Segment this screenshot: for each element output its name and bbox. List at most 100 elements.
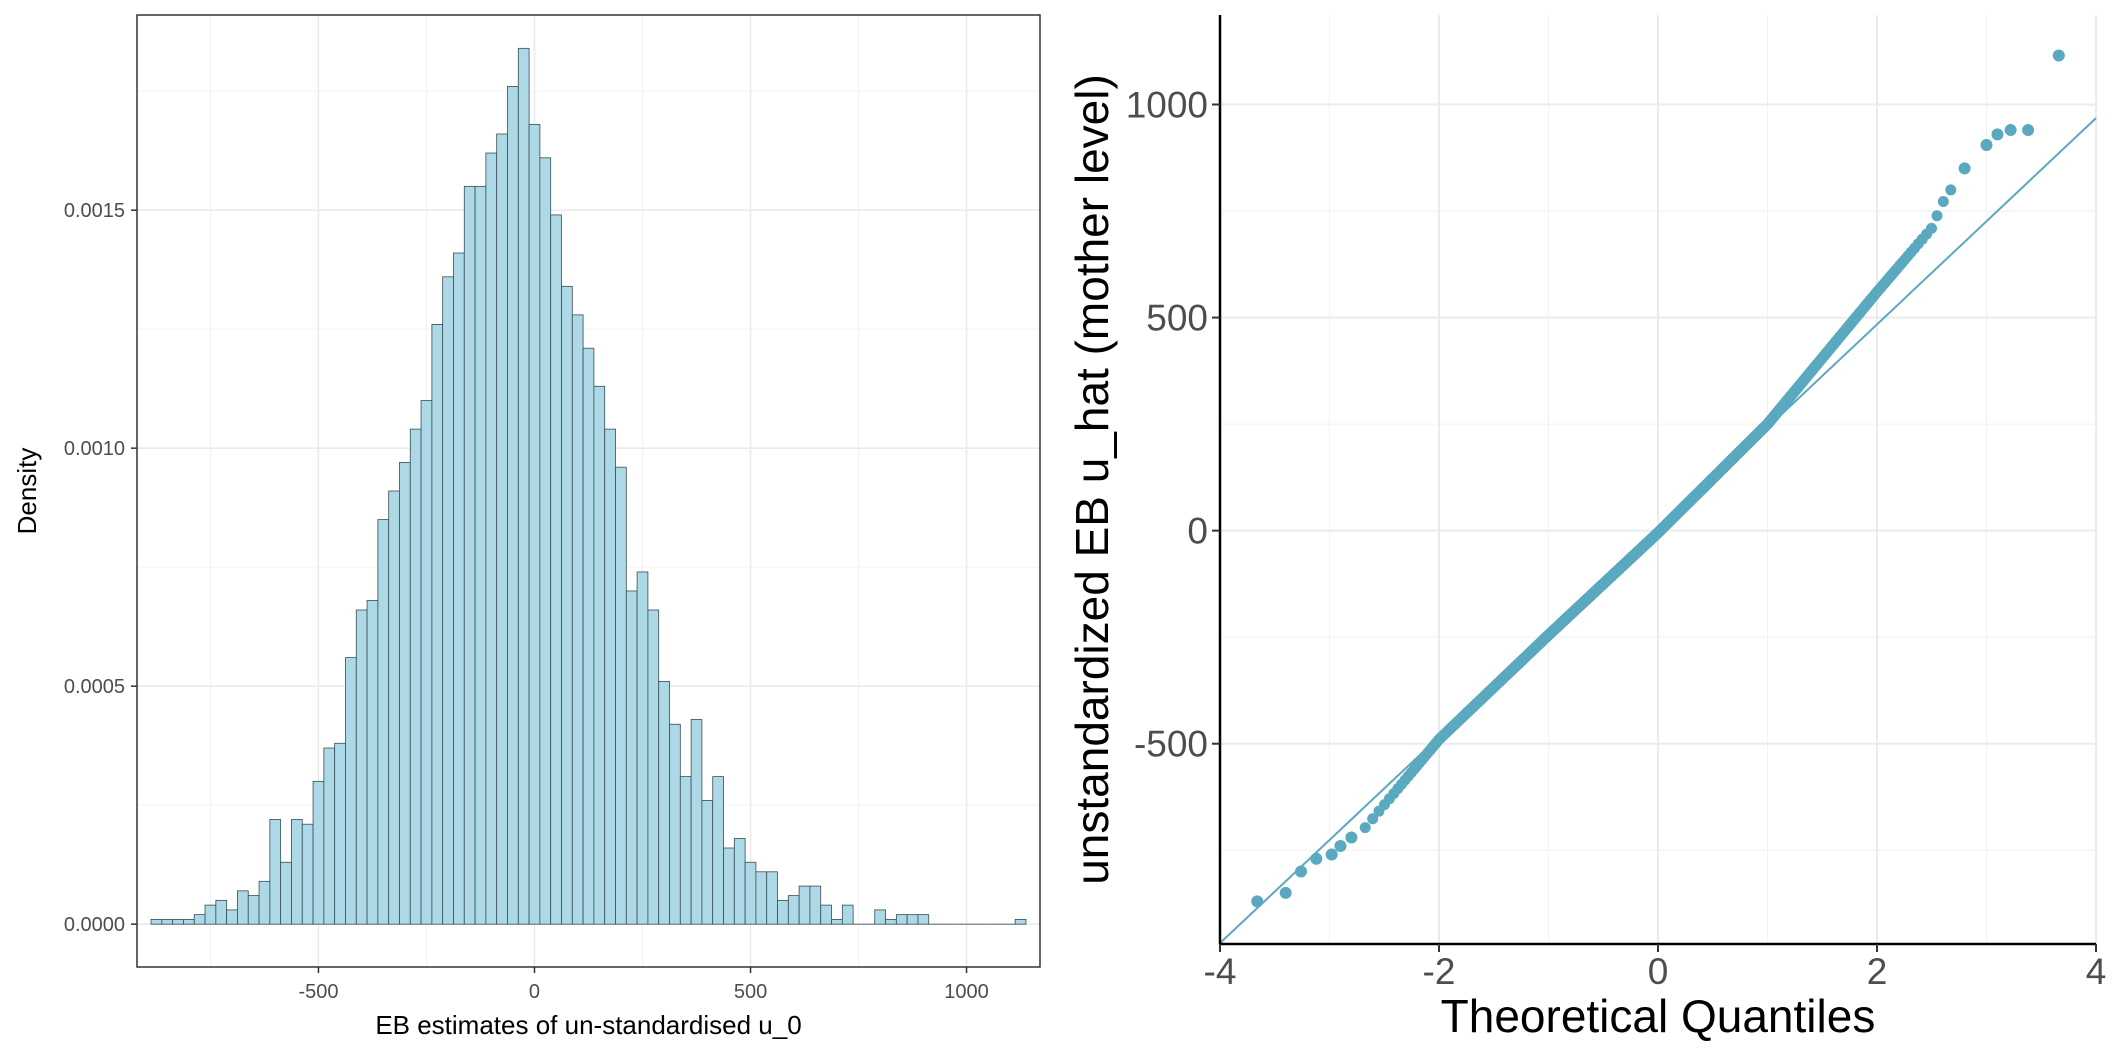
histogram-bar xyxy=(226,909,238,925)
histogram-bar xyxy=(507,86,519,925)
histogram-bars xyxy=(150,47,1027,925)
histogram-bar xyxy=(345,657,357,925)
histogram-bar xyxy=(874,909,886,925)
qq-point xyxy=(1958,162,1971,175)
histogram-bar xyxy=(604,428,616,925)
histogram-bar xyxy=(215,899,228,925)
histogram-bar xyxy=(755,871,768,925)
histogram-bar xyxy=(625,590,638,925)
qq-y-tick-label: -500 xyxy=(1134,724,1208,765)
histogram-bar xyxy=(809,885,822,925)
histogram-bar xyxy=(291,819,303,925)
qq-point xyxy=(1310,852,1323,865)
histogram-bar xyxy=(247,895,260,925)
qq-point xyxy=(1367,813,1379,825)
histogram-bar xyxy=(733,838,746,925)
qq-y-tick-label: 500 xyxy=(1146,298,1208,339)
histogram-x-tick-label: 1000 xyxy=(944,981,989,1003)
histogram-bar xyxy=(636,571,649,925)
histogram-bar xyxy=(161,919,174,925)
histogram-bar xyxy=(496,133,508,925)
histogram-y-axis-title: Density xyxy=(12,448,42,535)
qq-point xyxy=(1325,848,1338,861)
histogram-bar xyxy=(474,185,487,925)
histogram-bar xyxy=(463,185,476,925)
histogram-bar xyxy=(150,919,163,925)
qq-y-axis-title: unstandardized EB u_hat (mother level) xyxy=(1066,74,1118,885)
qq-point xyxy=(1937,196,1949,208)
qq-point xyxy=(1251,895,1264,908)
qq-plot-gridlines xyxy=(1219,15,2097,944)
histogram-bar xyxy=(193,914,206,925)
histogram-panel: 0.0000 0.0005 0.0010 0.0015 -500 0 500 1000 EB… xyxy=(12,14,1041,1040)
histogram-bar xyxy=(885,919,897,925)
qq-x-tick-label: -2 xyxy=(1423,951,1456,992)
histogram-bar xyxy=(453,252,465,925)
histogram-bar xyxy=(280,861,292,925)
histogram-bar xyxy=(388,490,400,925)
histogram-x-ticks: -500 0 500 1000 xyxy=(298,967,989,1003)
histogram-bar xyxy=(237,890,249,925)
histogram-bar xyxy=(787,895,800,925)
qq-point xyxy=(2004,124,2017,137)
qq-point xyxy=(1991,128,2004,141)
histogram-panel-border xyxy=(136,14,1041,968)
histogram-x-tick-label: 0 xyxy=(529,981,540,1003)
histogram-bar xyxy=(269,819,282,925)
qq-y-tick-label: 0 xyxy=(1187,511,1208,552)
qq-x-tick-label: -4 xyxy=(1204,951,1237,992)
histogram-bar xyxy=(701,800,714,925)
histogram-bar xyxy=(615,466,627,925)
qq-point xyxy=(1345,831,1358,844)
histogram-bar xyxy=(690,719,703,925)
histogram-bar xyxy=(409,428,422,925)
qq-x-axis-title: Theoretical Quantiles xyxy=(1441,990,1876,1042)
qq-y-tick-label: 1000 xyxy=(1126,84,1208,125)
histogram-bar xyxy=(334,742,346,925)
histogram-bar xyxy=(766,871,778,925)
histogram-bar xyxy=(183,919,195,925)
histogram-bar xyxy=(820,904,832,925)
histogram-bar xyxy=(669,723,681,925)
histogram-bar xyxy=(312,780,325,925)
histogram-y-tick-label: 0.0015 xyxy=(64,200,125,222)
qq-plot-panel: -500 0 500 1000 -4 -2 0 2 4 Theoretical Quantil… xyxy=(1066,15,2106,1042)
histogram-bar xyxy=(831,919,843,925)
histogram-bar xyxy=(571,314,584,925)
histogram-bar xyxy=(723,847,735,925)
qq-point xyxy=(1945,184,1957,196)
histogram-bar xyxy=(906,914,919,925)
histogram-bar xyxy=(777,899,789,925)
histogram-bar xyxy=(895,914,908,925)
qq-point xyxy=(2052,49,2065,62)
qq-x-ticks: -4 -2 0 2 4 xyxy=(1204,944,2107,992)
histogram-bar xyxy=(301,823,314,925)
histogram-bar xyxy=(377,519,390,925)
qq-point xyxy=(1980,138,1993,151)
histogram-bar xyxy=(517,47,530,925)
histogram-x-tick-label: -500 xyxy=(298,981,338,1003)
histogram-bar xyxy=(258,880,271,925)
histogram-x-tick-label: 500 xyxy=(734,981,767,1003)
histogram-bar xyxy=(798,885,811,925)
histogram-bar xyxy=(593,385,606,925)
qq-point xyxy=(1334,839,1347,852)
histogram-bar xyxy=(204,904,217,925)
histogram-y-tick-label: 0.0000 xyxy=(64,914,125,936)
histogram-y-ticks: 0.0000 0.0005 0.0010 0.0015 xyxy=(64,200,137,936)
histogram-bar xyxy=(485,152,498,925)
histogram-bar xyxy=(539,157,552,925)
qq-x-tick-label: 2 xyxy=(1867,951,1888,992)
histogram-bar xyxy=(355,609,368,925)
qq-y-ticks: -500 0 500 1000 xyxy=(1126,84,1220,765)
histogram-bar xyxy=(658,681,670,925)
histogram-bar xyxy=(399,462,411,925)
histogram-bar xyxy=(582,347,595,925)
qq-point xyxy=(1359,822,1371,834)
qq-x-tick-label: 4 xyxy=(2086,951,2107,992)
histogram-y-tick-label: 0.0010 xyxy=(64,438,125,460)
histogram-bar xyxy=(1014,919,1027,925)
histogram-bar xyxy=(442,276,454,925)
qq-point xyxy=(1931,210,1943,222)
